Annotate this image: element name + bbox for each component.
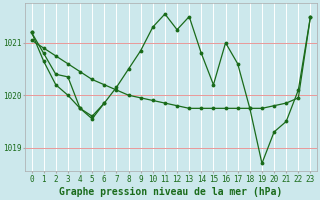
X-axis label: Graphe pression niveau de la mer (hPa): Graphe pression niveau de la mer (hPa)	[60, 186, 283, 197]
